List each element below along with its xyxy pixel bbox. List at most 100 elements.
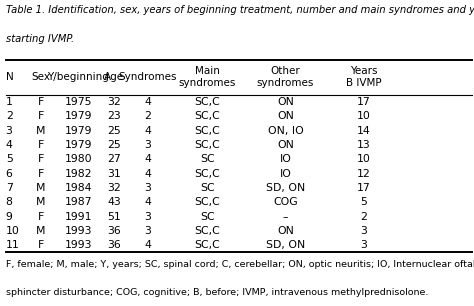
Text: M: M xyxy=(36,183,46,193)
Text: M: M xyxy=(36,126,46,136)
Text: 1982: 1982 xyxy=(64,169,92,179)
Text: Table 1. Identification, sex, years of beginning treatment, number and main synd: Table 1. Identification, sex, years of b… xyxy=(6,5,474,15)
Text: 17: 17 xyxy=(357,183,371,193)
Text: IO: IO xyxy=(280,154,292,164)
Text: 32: 32 xyxy=(108,97,121,107)
Text: 43: 43 xyxy=(108,197,121,207)
Text: SC,C: SC,C xyxy=(194,226,220,236)
Text: 1991: 1991 xyxy=(64,212,92,222)
Text: 3: 3 xyxy=(144,140,151,150)
Text: 3: 3 xyxy=(144,183,151,193)
Text: F: F xyxy=(38,111,44,121)
Text: M: M xyxy=(36,226,46,236)
Text: F: F xyxy=(38,97,44,107)
Text: 1979: 1979 xyxy=(64,111,92,121)
Text: F: F xyxy=(38,240,44,250)
Text: SC,C: SC,C xyxy=(194,126,220,136)
Text: SD, ON: SD, ON xyxy=(266,240,305,250)
Text: SC: SC xyxy=(200,183,215,193)
Text: 3: 3 xyxy=(360,240,367,250)
Text: 1: 1 xyxy=(6,97,13,107)
Text: SC,C: SC,C xyxy=(194,169,220,179)
Text: 2: 2 xyxy=(360,212,367,222)
Text: 4: 4 xyxy=(144,154,151,164)
Text: 32: 32 xyxy=(108,183,121,193)
Text: ON: ON xyxy=(277,140,294,150)
Text: SC,C: SC,C xyxy=(194,197,220,207)
Text: 14: 14 xyxy=(357,126,371,136)
Text: 25: 25 xyxy=(108,126,121,136)
Text: Other
syndromes: Other syndromes xyxy=(257,66,314,88)
Text: ON: ON xyxy=(277,111,294,121)
Text: 25: 25 xyxy=(108,140,121,150)
Text: F: F xyxy=(38,212,44,222)
Text: M: M xyxy=(36,197,46,207)
Text: 4: 4 xyxy=(144,197,151,207)
Text: ON: ON xyxy=(277,226,294,236)
Text: 1979: 1979 xyxy=(64,126,92,136)
Text: Years
B IVMP: Years B IVMP xyxy=(346,66,382,88)
Text: 4: 4 xyxy=(144,126,151,136)
Text: COG: COG xyxy=(273,197,298,207)
Text: 2: 2 xyxy=(144,111,151,121)
Text: Sex: Sex xyxy=(31,72,51,82)
Text: 12: 12 xyxy=(357,169,371,179)
Text: sphincter disturbance; COG, cognitive; B, before; IVMP, intravenous methylpredni: sphincter disturbance; COG, cognitive; B… xyxy=(6,288,428,297)
Text: 2: 2 xyxy=(6,111,13,121)
Text: 13: 13 xyxy=(357,140,371,150)
Text: 36: 36 xyxy=(108,226,121,236)
Text: 1980: 1980 xyxy=(64,154,92,164)
Text: F: F xyxy=(38,169,44,179)
Text: Syndromes: Syndromes xyxy=(118,72,177,82)
Text: N: N xyxy=(6,72,13,82)
Text: 3: 3 xyxy=(360,226,367,236)
Text: 4: 4 xyxy=(144,240,151,250)
Text: ON: ON xyxy=(277,97,294,107)
Text: 10: 10 xyxy=(357,154,371,164)
Text: 1987: 1987 xyxy=(64,197,92,207)
Text: 3: 3 xyxy=(144,212,151,222)
Text: 1984: 1984 xyxy=(64,183,92,193)
Text: 3: 3 xyxy=(6,126,13,136)
Text: 7: 7 xyxy=(6,183,13,193)
Text: SC,C: SC,C xyxy=(194,97,220,107)
Text: 17: 17 xyxy=(357,97,371,107)
Text: SC,C: SC,C xyxy=(194,111,220,121)
Text: 27: 27 xyxy=(108,154,121,164)
Text: 3: 3 xyxy=(144,226,151,236)
Text: 51: 51 xyxy=(108,212,121,222)
Text: –: – xyxy=(283,212,288,222)
Text: ON, IO: ON, IO xyxy=(268,126,303,136)
Text: 4: 4 xyxy=(144,169,151,179)
Text: SC: SC xyxy=(200,154,215,164)
Text: Y/beginning: Y/beginning xyxy=(47,72,109,82)
Text: 1993: 1993 xyxy=(64,226,92,236)
Text: 10: 10 xyxy=(357,111,371,121)
Text: 6: 6 xyxy=(6,169,13,179)
Text: 36: 36 xyxy=(108,240,121,250)
Text: starting IVMP.: starting IVMP. xyxy=(6,34,74,44)
Text: SC: SC xyxy=(200,212,215,222)
Text: SC,C: SC,C xyxy=(194,240,220,250)
Text: SC,C: SC,C xyxy=(194,140,220,150)
Text: F: F xyxy=(38,140,44,150)
Text: 1979: 1979 xyxy=(64,140,92,150)
Text: F, female; M, male; Y, years; SC, spinal cord; C, cerebellar; ON, optic neuritis: F, female; M, male; Y, years; SC, spinal… xyxy=(6,260,474,269)
Text: 23: 23 xyxy=(108,111,121,121)
Text: 11: 11 xyxy=(6,240,19,250)
Text: Main
syndromes: Main syndromes xyxy=(179,66,236,88)
Text: 5: 5 xyxy=(360,197,367,207)
Text: 1975: 1975 xyxy=(64,97,92,107)
Text: F: F xyxy=(38,154,44,164)
Text: 4: 4 xyxy=(144,97,151,107)
Text: 4: 4 xyxy=(6,140,13,150)
Text: 1993: 1993 xyxy=(64,240,92,250)
Text: 10: 10 xyxy=(6,226,19,236)
Text: SD, ON: SD, ON xyxy=(266,183,305,193)
Text: Age: Age xyxy=(104,72,125,82)
Text: 8: 8 xyxy=(6,197,13,207)
Text: 31: 31 xyxy=(108,169,121,179)
Text: 9: 9 xyxy=(6,212,13,222)
Text: IO: IO xyxy=(280,169,292,179)
Text: 5: 5 xyxy=(6,154,13,164)
